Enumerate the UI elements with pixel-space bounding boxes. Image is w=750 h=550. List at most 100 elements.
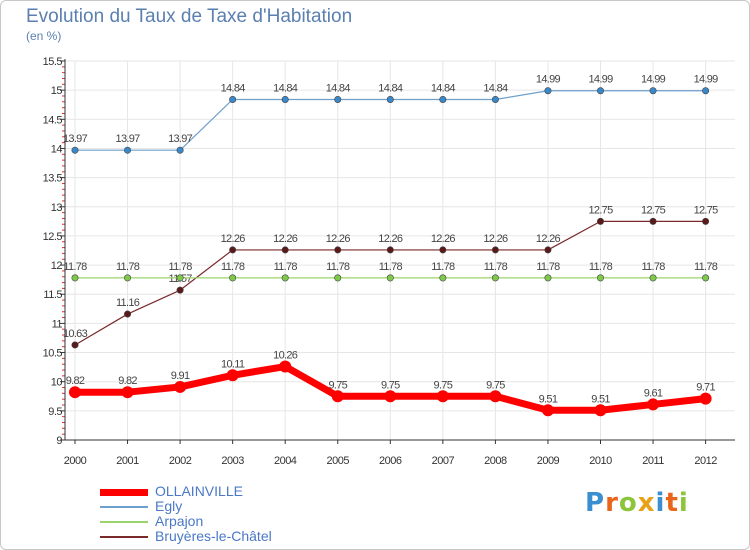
- legend-swatch: [100, 506, 148, 508]
- data-point: [544, 246, 552, 254]
- data-label: 9.91: [171, 370, 190, 382]
- data-point: [702, 87, 710, 95]
- data-label: 11.78: [168, 261, 192, 273]
- data-point: [69, 386, 81, 399]
- logo-letter: i: [655, 488, 666, 518]
- data-label: 9.71: [696, 382, 715, 394]
- data-point: [649, 87, 657, 95]
- x-tick-label: 2003: [221, 455, 244, 467]
- logo-letter: t: [665, 488, 679, 518]
- x-tick-label: 2011: [642, 455, 664, 467]
- y-tick-label: 15: [51, 85, 63, 97]
- data-label: 11.78: [221, 261, 245, 273]
- data-point: [176, 274, 184, 282]
- x-tick-label: 2002: [169, 455, 192, 467]
- data-label: 12.26: [378, 233, 403, 245]
- data-point: [281, 246, 289, 254]
- data-point: [124, 274, 132, 282]
- y-tick-label: 11: [52, 318, 63, 330]
- data-point: [331, 390, 344, 403]
- data-label: 14.99: [694, 74, 719, 86]
- data-label: 14.84: [326, 82, 351, 94]
- data-label: 11.78: [641, 261, 665, 273]
- data-point: [334, 246, 342, 254]
- data-label: 14.84: [221, 82, 246, 94]
- data-label: 12.26: [431, 233, 456, 245]
- data-label: 12.26: [483, 233, 508, 245]
- data-label: 13.97: [63, 133, 88, 145]
- legend-swatch: [100, 488, 148, 496]
- data-point: [334, 274, 342, 282]
- data-point: [541, 404, 554, 417]
- data-point: [699, 392, 712, 405]
- data-label: 9.75: [328, 379, 347, 391]
- data-point: [386, 274, 394, 282]
- y-tick-label: 13: [51, 202, 63, 214]
- legend-label: OLLAINVILLE: [155, 483, 243, 499]
- legend-swatch: [100, 521, 148, 523]
- data-label: 14.84: [431, 82, 456, 94]
- data-point: [174, 380, 187, 393]
- data-point: [702, 274, 710, 282]
- data-label: 11.78: [536, 261, 560, 273]
- data-point: [71, 274, 79, 282]
- data-point: [649, 274, 657, 282]
- data-point: [281, 274, 289, 282]
- data-point: [334, 95, 342, 103]
- x-tick-label: 2010: [589, 455, 612, 467]
- data-point: [71, 146, 79, 154]
- data-label: 11.78: [116, 261, 140, 273]
- data-label: 11.78: [274, 261, 298, 273]
- legend-label: Arpajon: [155, 513, 204, 529]
- x-tick-label: 2012: [694, 455, 717, 467]
- data-point: [279, 360, 292, 373]
- data-point: [386, 95, 394, 103]
- data-point: [544, 274, 552, 282]
- x-tick-label: 2001: [116, 455, 139, 467]
- x-tick-label: 2006: [379, 455, 402, 467]
- logo-letter: x: [637, 488, 656, 518]
- x-tick-label: 2008: [484, 455, 507, 467]
- x-tick-label: 2007: [432, 455, 455, 467]
- data-label: 11.78: [431, 261, 455, 273]
- data-label: 9.82: [66, 375, 85, 387]
- legend-label: Bruyères-le-Châtel: [155, 528, 272, 544]
- data-label: 13.97: [168, 133, 193, 145]
- data-point: [489, 390, 502, 403]
- data-point: [594, 404, 607, 417]
- data-point: [124, 310, 132, 318]
- y-tick-label: 12: [51, 260, 63, 272]
- data-point: [121, 386, 134, 399]
- y-tick-label: 10.5: [43, 348, 63, 360]
- data-point: [439, 274, 447, 282]
- data-point: [544, 87, 552, 95]
- data-point: [491, 246, 499, 254]
- y-tick-label: 9: [56, 435, 62, 447]
- data-label: 14.84: [273, 82, 298, 94]
- logo-letter: P: [585, 488, 606, 518]
- data-label: 10.26: [273, 350, 298, 362]
- data-point: [229, 246, 237, 254]
- data-label: 12.26: [273, 233, 298, 245]
- data-label: 11.78: [379, 261, 403, 273]
- data-label: 11.78: [484, 261, 508, 273]
- data-point: [176, 146, 184, 154]
- data-label: 11.78: [326, 261, 350, 273]
- x-tick-label: 2000: [64, 455, 87, 467]
- data-label: 9.51: [591, 393, 610, 405]
- series-egly: 13.97 13.97 13.97 14.84 14.84 14.84 14.84 14.84…: [63, 74, 719, 154]
- data-label: 14.84: [483, 82, 508, 94]
- data-point: [226, 369, 239, 382]
- y-tick-label: 11.5: [43, 289, 62, 301]
- logo-letter: r: [605, 488, 619, 518]
- legend-swatch: [100, 536, 148, 538]
- data-point: [124, 146, 132, 154]
- data-point: [702, 217, 710, 225]
- x-tick-label: 2009: [537, 455, 560, 467]
- y-tick-label: 13.5: [43, 173, 63, 185]
- data-point: [649, 217, 657, 225]
- data-point: [176, 286, 184, 294]
- x-tick-label: 2005: [327, 455, 350, 467]
